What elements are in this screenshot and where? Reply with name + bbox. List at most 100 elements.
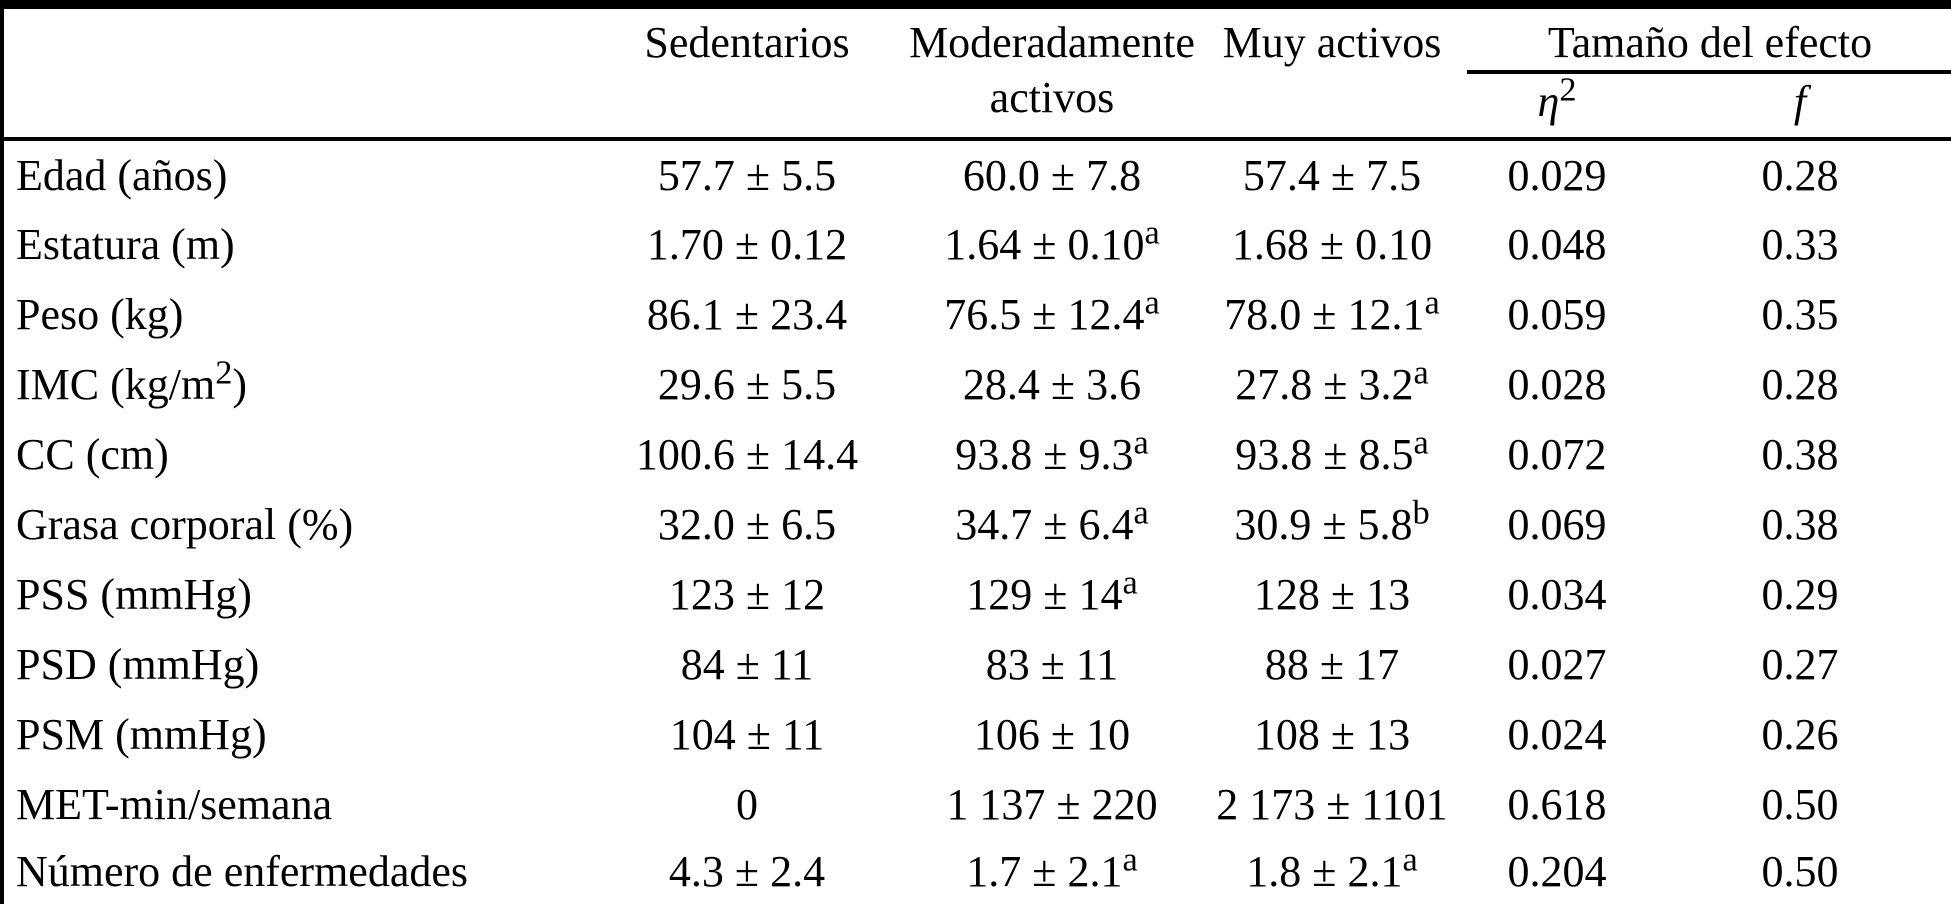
cell-text: 0.26 xyxy=(1761,709,1839,759)
cell-muy-activos: 93.8 ± 8.5a xyxy=(1197,419,1467,489)
table-row-met-min-semana: MET-min/semana 0 1 137 ± 220 2 173 ± 110… xyxy=(2,769,1951,839)
header-text: Sedentarios xyxy=(644,18,850,67)
col-group-header-tamano-del-efecto: Tamaño del efecto xyxy=(1467,4,1951,74)
cell-eta-squared: 0.034 xyxy=(1467,559,1647,629)
cell-text: 57.4 ± 7.5 xyxy=(1242,150,1422,200)
cell-text: 57.7 ± 5.5 xyxy=(657,150,837,200)
eta-symbol: η xyxy=(1537,77,1560,126)
table-row-psm: PSM (mmHg) 104 ± 11 106 ± 10 108 ± 13 0.… xyxy=(2,699,1951,769)
cell-muy-activos: 88 ± 17 xyxy=(1197,629,1467,699)
superscript-mark: a xyxy=(1424,283,1440,322)
label-text: CC (cm) xyxy=(16,429,169,479)
superscript-mark: a xyxy=(1133,493,1149,532)
cell-text: 84 ± 11 xyxy=(680,639,814,689)
col-header-moderadamente-activos: Moderadamente activos xyxy=(907,4,1197,141)
cell-text: 0.072 xyxy=(1507,429,1607,479)
header-row-groups: Sedentarios Moderadamente activos Muy ac… xyxy=(2,4,1951,141)
label-text: Grasa corporal (%) xyxy=(16,499,354,549)
superscript-mark: a xyxy=(1402,840,1418,879)
label-text: PSS (mmHg) xyxy=(16,569,252,619)
table-row-numero-de-enfermedades: Número de enfermedades 4.3 ± 2.4 1.7 ± 2… xyxy=(2,839,1951,904)
cell-text: 123 ± 12 xyxy=(668,569,826,619)
cell-sedentarios: 123 ± 12 xyxy=(587,559,907,629)
superscript-mark: b xyxy=(1412,493,1430,532)
cell-text: 93.8 ± 8.5 xyxy=(1235,429,1414,479)
cell-moderadamente: 1.7 ± 2.1a xyxy=(907,839,1197,904)
cell-eta-squared: 0.024 xyxy=(1467,699,1647,769)
cell-text: 1.64 ± 0.10 xyxy=(944,219,1145,269)
table-row-estatura: Estatura (m) 1.70 ± 0.12 1.64 ± 0.10a 1.… xyxy=(2,209,1951,279)
cell-text: 0.028 xyxy=(1507,359,1607,409)
cell-f: 0.50 xyxy=(1647,769,1951,839)
cell-text: 4.3 ± 2.4 xyxy=(668,847,826,897)
cell-text: 0.029 xyxy=(1507,150,1607,200)
row-label: PSD (mmHg) xyxy=(2,629,587,699)
cell-text: 1.8 ± 2.1 xyxy=(1246,847,1403,897)
cell-text: 0.024 xyxy=(1507,709,1607,759)
row-label: IMC (kg/m2) xyxy=(2,349,587,419)
cell-text: 1.68 ± 0.10 xyxy=(1231,219,1433,269)
superscript-mark: a xyxy=(1122,563,1138,602)
header-text: Muy activos xyxy=(1222,18,1442,67)
cell-text: 29.6 ± 5.5 xyxy=(657,359,837,409)
label-text: PSM (mmHg) xyxy=(16,709,267,759)
cell-muy-activos: 78.0 ± 12.1a xyxy=(1197,279,1467,349)
cell-moderadamente: 34.7 ± 6.4a xyxy=(907,489,1197,559)
row-label: PSS (mmHg) xyxy=(2,559,587,629)
cell-muy-activos: 1.68 ± 0.10 xyxy=(1197,209,1467,279)
cell-sedentarios: 0 xyxy=(587,769,907,839)
cell-text: 0.38 xyxy=(1761,429,1839,479)
cell-sedentarios: 86.1 ± 23.4 xyxy=(587,279,907,349)
cell-text: 0 xyxy=(736,779,758,829)
f-symbol: f xyxy=(1793,77,1807,126)
cell-moderadamente: 76.5 ± 12.4a xyxy=(907,279,1197,349)
cell-moderadamente: 106 ± 10 xyxy=(907,699,1197,769)
cell-text: 0.50 xyxy=(1761,779,1839,829)
table-row-imc: IMC (kg/m2) 29.6 ± 5.5 28.4 ± 3.6 27.8 ±… xyxy=(2,349,1951,419)
cell-text: 28.4 ± 3.6 xyxy=(962,359,1142,409)
cell-text: 0.38 xyxy=(1761,499,1839,549)
cell-eta-squared: 0.048 xyxy=(1467,209,1647,279)
cell-moderadamente: 28.4 ± 3.6 xyxy=(907,349,1197,419)
table-body: Edad (años) 57.7 ± 5.5 60.0 ± 7.8 57.4 ±… xyxy=(2,139,1951,904)
cell-text: 0.28 xyxy=(1761,359,1839,409)
header-text: Moderadamente activos xyxy=(909,18,1195,122)
table-row-edad: Edad (años) 57.7 ± 5.5 60.0 ± 7.8 57.4 ±… xyxy=(2,139,1951,209)
cell-text: 78.0 ± 12.1 xyxy=(1224,289,1425,339)
cell-muy-activos: 2 173 ± 1101 xyxy=(1197,769,1467,839)
row-label: Edad (años) xyxy=(2,139,587,209)
cell-f: 0.28 xyxy=(1647,139,1951,209)
cell-eta-squared: 0.027 xyxy=(1467,629,1647,699)
cell-f: 0.33 xyxy=(1647,209,1951,279)
cell-muy-activos: 27.8 ± 3.2a xyxy=(1197,349,1467,419)
cell-text: 76.5 ± 12.4 xyxy=(944,289,1145,339)
cell-text: 88 ± 17 xyxy=(1264,639,1400,689)
col-header-muy-activos: Muy activos xyxy=(1197,4,1467,141)
cell-sedentarios: 100.6 ± 14.4 xyxy=(587,419,907,489)
cell-text: 0.204 xyxy=(1507,847,1607,897)
cell-moderadamente: 93.8 ± 9.3a xyxy=(907,419,1197,489)
cell-text: 60.0 ± 7.8 xyxy=(962,150,1142,200)
cell-text: 30.9 ± 5.8 xyxy=(1234,499,1413,549)
header-text: Tamaño del efecto xyxy=(1547,18,1873,67)
label-text: IMC (kg/m xyxy=(16,359,216,409)
cell-sedentarios: 1.70 ± 0.12 xyxy=(587,209,907,279)
cell-muy-activos: 57.4 ± 7.5 xyxy=(1197,139,1467,209)
cell-sedentarios: 4.3 ± 2.4 xyxy=(587,839,907,904)
cell-text: 1 137 ± 220 xyxy=(946,779,1158,829)
row-label: Grasa corporal (%) xyxy=(2,489,587,559)
cell-moderadamente: 129 ± 14a xyxy=(907,559,1197,629)
cell-text: 100.6 ± 14.4 xyxy=(635,429,859,479)
cell-text: 0.034 xyxy=(1507,569,1607,619)
corner-cell xyxy=(2,4,587,141)
table-row-grasa-corporal: Grasa corporal (%) 32.0 ± 6.5 34.7 ± 6.4… xyxy=(2,489,1951,559)
superscript-mark: a xyxy=(1122,840,1138,879)
cell-f: 0.28 xyxy=(1647,349,1951,419)
superscript-mark: a xyxy=(1144,213,1160,252)
row-label: Estatura (m) xyxy=(2,209,587,279)
cell-eta-squared: 0.204 xyxy=(1467,839,1647,904)
cell-text: 104 ± 11 xyxy=(669,709,825,759)
table-row-cc: CC (cm) 100.6 ± 14.4 93.8 ± 9.3a 93.8 ± … xyxy=(2,419,1951,489)
cell-text: 86.1 ± 23.4 xyxy=(646,289,848,339)
cell-text: 1.7 ± 2.1 xyxy=(966,847,1123,897)
